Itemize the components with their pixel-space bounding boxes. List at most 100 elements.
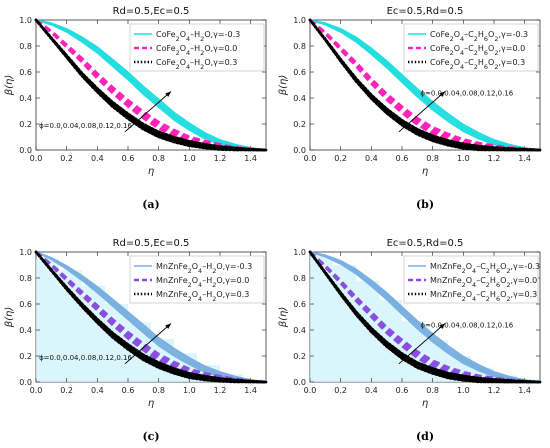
legend: MnZnFe2O4–C2H6O2,γ=-0.3MnZnFe2O4–C2H6O2,… <box>403 255 540 304</box>
x-tick-label: 0.8 <box>152 154 165 163</box>
series-line <box>308 18 542 152</box>
y-axis-label: β(η) <box>278 75 289 97</box>
series-line <box>309 19 541 151</box>
chart-title: Rd=0.5,Ec=0.5 <box>113 238 190 249</box>
phi-arrow <box>398 323 446 365</box>
x-tick-label: 1.2 <box>488 154 501 163</box>
y-tick-label: 0.6 <box>19 68 32 77</box>
step-bar <box>333 265 356 382</box>
y-axis-label: β(η) <box>4 307 15 329</box>
legend-label: MnZnFe2O4–H2O,γ=-0.3 <box>156 262 252 275</box>
arrow-head <box>439 91 445 97</box>
x-tick-label: 1.0 <box>457 154 470 163</box>
y-tick-label: 0.6 <box>293 300 306 309</box>
chart-title: Ec=0.5,Rd=0.5 <box>387 238 464 249</box>
x-axis-label: η <box>148 166 154 177</box>
x-tick-label: 0.4 <box>91 386 104 395</box>
series-line <box>309 251 541 384</box>
legend-label: CoFe2O4–H2O,γ=0.0 <box>156 44 237 57</box>
arrow-shaft <box>398 91 446 133</box>
y-tick-label: 0.0 <box>293 378 306 387</box>
series-line <box>35 19 267 151</box>
legend-label: CoFe2O4–H2O,γ=-0.3 <box>156 30 240 43</box>
series-line <box>35 18 267 152</box>
series-line <box>35 19 267 151</box>
phi-arrow <box>124 323 172 365</box>
panel-label: (b) <box>416 198 434 211</box>
series-line <box>309 19 540 152</box>
x-tick-label: 0.2 <box>60 154 73 163</box>
y-tick-label: 0.2 <box>19 352 32 361</box>
phi-annotation: ϕ=0.0,0.04,0.08,0.12,0.16 <box>420 321 513 329</box>
x-tick-label: 0.6 <box>122 154 135 163</box>
x-tick-label: 1.2 <box>214 386 227 395</box>
legend: MnZnFe2O4–H2O,γ=-0.3MnZnFe2O4–H2O,γ=0.0M… <box>129 255 265 304</box>
y-tick-label: 0.0 <box>19 378 32 387</box>
step-bar <box>379 300 402 382</box>
y-tick-label: 0.6 <box>19 300 32 309</box>
x-tick-label: 0.0 <box>304 154 317 163</box>
series-0 <box>309 251 541 383</box>
y-tick-label: 0.2 <box>19 120 32 129</box>
y-tick-label: 0.8 <box>19 42 32 51</box>
series-2 <box>34 250 268 384</box>
legend-label: MnZnFe2O4–C2H6O2,γ=-0.3 <box>430 262 540 275</box>
series-line <box>34 250 268 384</box>
y-tick-label: 0.0 <box>293 146 306 155</box>
x-tick-label: 0.8 <box>152 386 165 395</box>
series-line <box>309 251 541 384</box>
legend-box <box>403 23 539 72</box>
x-tick-label: 1.2 <box>214 154 227 163</box>
y-tick-label: 0.8 <box>293 42 306 51</box>
x-tick-label: 0.4 <box>365 154 378 163</box>
arrow-head <box>165 323 171 329</box>
series-line <box>309 18 541 152</box>
series-line <box>308 250 542 384</box>
x-tick-label: 0.0 <box>304 386 317 395</box>
y-tick-label: 0.8 <box>293 274 306 283</box>
y-tick-label: 0.4 <box>293 94 306 103</box>
x-tick-label: 1.4 <box>244 154 257 163</box>
x-tick-label: 1.0 <box>457 386 470 395</box>
series-line <box>309 19 541 151</box>
phi-arrow <box>398 91 446 133</box>
series-line <box>35 250 267 384</box>
x-tick-label: 0.6 <box>396 154 409 163</box>
legend-box <box>129 23 265 72</box>
chart-panel-c: Rd=0.5,Ec=0.5 0.0 0.2 0.4 0.6 0.8 1.0 1.2 1.4 0.0… <box>4 238 268 443</box>
x-tick-label: 1.4 <box>518 386 531 395</box>
series-line <box>309 19 541 152</box>
series-line <box>309 251 541 383</box>
x-tick-label: 0.2 <box>60 386 73 395</box>
x-tick-label: 0.6 <box>122 386 135 395</box>
legend-label: CoFe2O4–H2O,γ=0.3 <box>156 58 237 71</box>
y-tick-label: 0.6 <box>293 68 306 77</box>
phi-arrow <box>124 91 172 133</box>
panel-label: (a) <box>142 198 160 211</box>
y-axis-label: β(η) <box>4 75 15 97</box>
y-tick-label: 1.0 <box>19 248 32 257</box>
step-bar <box>356 280 379 382</box>
y-tick-label: 1.0 <box>19 16 32 25</box>
phi-annotation: ϕ=0.0,0.04,0.08,0.12,0.16 <box>39 122 132 130</box>
chart-panel-a: Rd=0.5,Ec=0.5 0.0 0.2 0.4 0.6 0.8 1.0 1.2 1.4 0.0… <box>4 6 268 211</box>
step-bar <box>310 255 333 382</box>
arrow-head <box>439 323 445 329</box>
legend-label: CoFe2O4–C2H6O2,γ=0.0 <box>430 44 525 57</box>
arrow-shaft <box>398 323 446 365</box>
x-tick-label: 0.0 <box>30 154 43 163</box>
x-tick-label: 0.4 <box>91 154 104 163</box>
series-line <box>35 251 267 383</box>
y-tick-label: 0.4 <box>19 94 32 103</box>
x-tick-label: 1.0 <box>183 154 196 163</box>
series-line <box>309 19 541 151</box>
arrow-shaft <box>124 91 172 133</box>
y-tick-label: 1.0 <box>293 16 306 25</box>
chart-title: Rd=0.5,Ec=0.5 <box>113 6 190 17</box>
y-tick-label: 0.0 <box>19 146 32 155</box>
plot-frame <box>35 19 267 151</box>
panel-label: (d) <box>416 430 434 443</box>
phi-annotation: ϕ=0.0,0.04,0.08,0.12,0.16 <box>420 89 513 97</box>
